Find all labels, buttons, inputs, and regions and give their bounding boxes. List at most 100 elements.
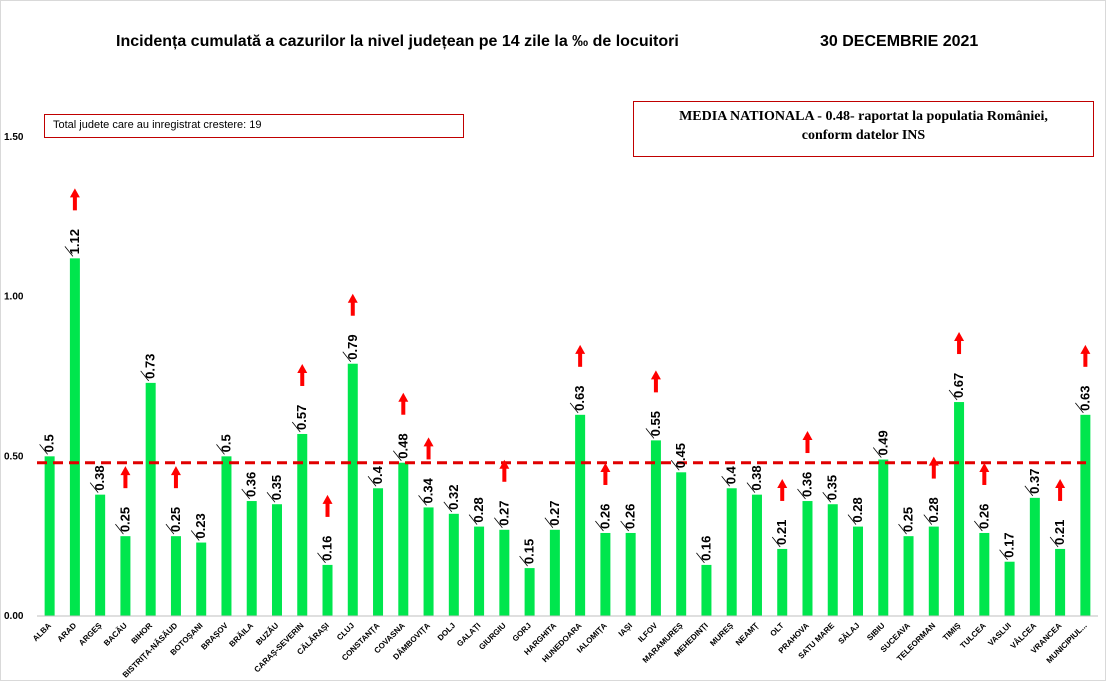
value-label: 0.5 xyxy=(218,434,233,452)
value-leader xyxy=(342,351,352,362)
y-tick-label: 1.50 xyxy=(4,132,24,143)
value-leader xyxy=(519,555,528,567)
bar-suceava xyxy=(903,536,914,616)
value-label: 0.5 xyxy=(42,434,57,452)
increase-arrow-bistrita-nasaud xyxy=(170,466,181,489)
bar-bistrita-nasaud xyxy=(170,536,181,616)
category-label: BRAȘOV xyxy=(199,621,230,652)
value-label: 0.35 xyxy=(269,475,284,500)
bar-calarasi xyxy=(322,564,333,616)
bar-neamt xyxy=(751,494,762,616)
bar-brasov xyxy=(221,456,232,616)
value-leader xyxy=(266,491,276,503)
value-leader xyxy=(140,370,149,382)
increase-arrow-dambovita xyxy=(423,437,434,460)
value-labels: 0.5 1.12 0.38 0.25 0.73 0.25 0.23 0.5 0.36 0.35 0.… xyxy=(39,229,1092,567)
y-axis: 0.00 0.50 1.00 1.50 xyxy=(4,132,24,622)
y-tick-label: 0.00 xyxy=(4,611,24,622)
value-label: 0.67 xyxy=(951,373,966,398)
value-leader xyxy=(569,402,579,414)
value-leader xyxy=(948,389,958,401)
value-leader xyxy=(746,482,756,493)
national-average-line1: MEDIA NATIONALA - 0.48- raportat la popu… xyxy=(679,109,1048,124)
category-label: IAȘI xyxy=(617,621,634,638)
value-label: 0.15 xyxy=(522,539,537,564)
value-leader xyxy=(241,488,251,500)
category-label: SIBIU xyxy=(865,621,887,643)
value-leader xyxy=(190,530,200,541)
bar-bihor xyxy=(145,382,156,616)
bar-bacau xyxy=(120,536,131,616)
value-label: 0.55 xyxy=(648,411,663,436)
bar-mehedinti xyxy=(701,564,712,616)
chart-title: Incidența cumulată a cazurilor la nivel … xyxy=(116,33,679,50)
bar-alba xyxy=(44,456,55,616)
category-label: TIMIȘ xyxy=(941,621,963,643)
value-leader xyxy=(771,536,781,548)
national-average-line2: conform datelor INS xyxy=(801,128,926,143)
increase-arrow-cluj xyxy=(347,293,358,316)
value-label: 0.26 xyxy=(976,504,991,529)
bar-vrancea xyxy=(1055,548,1066,616)
bar-vaslui xyxy=(1004,561,1015,616)
category-label: BIHOR xyxy=(129,621,154,646)
value-leader xyxy=(670,460,680,471)
bar-olt xyxy=(777,548,788,616)
value-leader xyxy=(620,520,629,532)
category-label: GORJ xyxy=(511,621,533,643)
value-label: 0.21 xyxy=(1052,520,1067,545)
value-leader xyxy=(1049,536,1059,548)
category-label: SĂLAJ xyxy=(837,621,862,646)
increase-arrow-giurgiu xyxy=(499,459,510,482)
bar-giurgiu xyxy=(499,529,510,616)
value-label: 0.25 xyxy=(168,507,183,532)
category-label: CLUJ xyxy=(335,621,356,642)
bar-iasi xyxy=(625,532,636,616)
value-label: 0.16 xyxy=(698,536,713,561)
value-label: 0.16 xyxy=(320,536,335,561)
bar-dambovita xyxy=(423,507,434,616)
category-label: MUREȘ xyxy=(708,621,735,648)
increase-arrow-ilfov xyxy=(650,370,661,393)
value-leader xyxy=(923,514,933,525)
value-leader xyxy=(872,447,882,458)
increase-arrow-bacau xyxy=(120,466,131,489)
value-leader xyxy=(494,517,503,529)
value-label: 0.17 xyxy=(1002,532,1017,557)
value-label: 0.38 xyxy=(749,465,764,490)
increase-arrow-covasna xyxy=(398,392,409,415)
bar-ialomita xyxy=(600,532,611,616)
value-leader xyxy=(721,476,731,487)
value-leader xyxy=(468,514,478,525)
value-leader xyxy=(696,552,705,564)
bar-braila xyxy=(246,501,257,616)
value-leader xyxy=(367,476,377,487)
value-label: 0.27 xyxy=(496,500,511,525)
value-label: 0.25 xyxy=(117,507,132,532)
value-label: 0.28 xyxy=(926,497,941,522)
bar-buzau xyxy=(271,504,282,616)
value-label: 0.26 xyxy=(597,504,612,529)
increase-arrow-tulcea xyxy=(979,462,990,485)
value-label: 0.36 xyxy=(244,472,259,497)
category-label: OLT xyxy=(768,621,785,638)
increase-count-note: Total judete care au inregistrat crester… xyxy=(44,114,464,138)
value-leader xyxy=(291,421,301,433)
value-label: 0.26 xyxy=(623,504,638,529)
value-leader xyxy=(392,450,402,461)
value-label: 0.35 xyxy=(825,475,840,500)
value-leader xyxy=(418,495,427,506)
category-label: TULCEA xyxy=(958,621,987,650)
value-label: 0.28 xyxy=(850,497,865,522)
category-label: ILFOV xyxy=(636,621,659,644)
increase-arrow-arad xyxy=(69,188,80,211)
bar-series xyxy=(44,258,1091,616)
value-leader xyxy=(64,246,74,257)
value-leader xyxy=(317,552,326,564)
bar-teleorman xyxy=(928,526,939,616)
bar-arges xyxy=(95,494,106,616)
category-label: GIURGIU xyxy=(477,621,508,652)
value-label: 0.36 xyxy=(799,472,814,497)
